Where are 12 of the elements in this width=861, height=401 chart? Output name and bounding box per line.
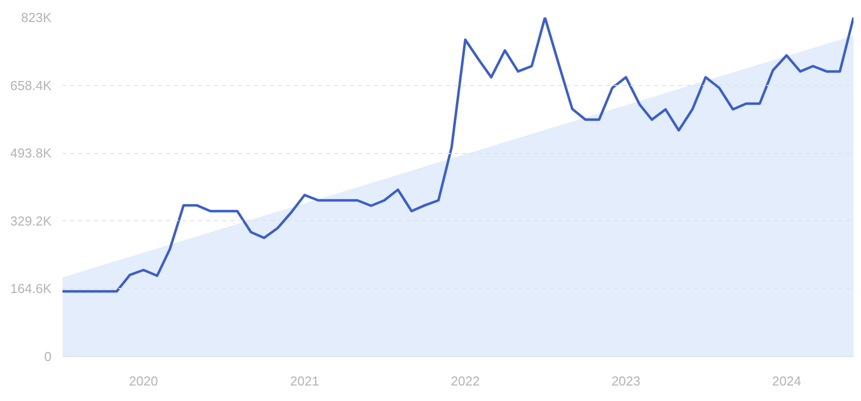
- line-series: [62, 18, 854, 293]
- x-tick-label: 2023: [611, 374, 640, 388]
- y-tick-label: 493.8K: [10, 146, 52, 161]
- y-tick-label: 164.6K: [10, 281, 52, 296]
- x-tick-label: 2021: [290, 374, 320, 388]
- y-tick-label: 658.4K: [10, 78, 52, 93]
- x-tick-label: 2024: [772, 374, 802, 388]
- y-tick-label: 823K: [21, 10, 52, 25]
- y-tick-label: 0: [44, 349, 52, 364]
- y-tick-label: 329.2K: [10, 213, 52, 228]
- x-tick-label: 2022: [450, 374, 480, 388]
- x-tick-label: 2020: [129, 374, 158, 388]
